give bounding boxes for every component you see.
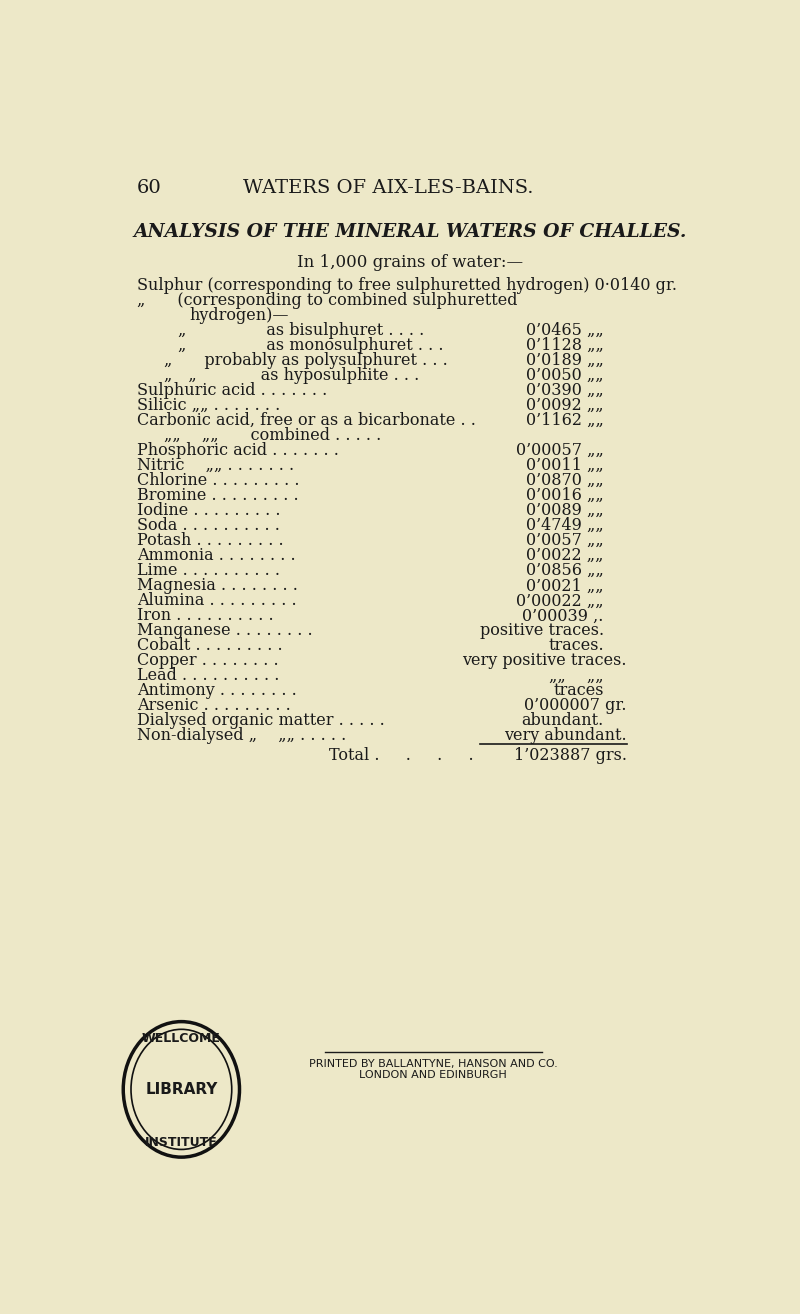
Text: Iodine . . . . . . . . .: Iodine . . . . . . . . .	[138, 502, 281, 519]
Text: positive traces.: positive traces.	[480, 623, 604, 640]
Text: Bromine . . . . . . . . .: Bromine . . . . . . . . .	[138, 487, 299, 505]
Text: Copper . . . . . . . .: Copper . . . . . . . .	[138, 653, 279, 669]
Text: INSTITUTE: INSTITUTE	[145, 1135, 218, 1148]
Text: Carbonic acid, free or as a bicarbonate . .: Carbonic acid, free or as a bicarbonate …	[138, 413, 476, 430]
Text: Chlorine . . . . . . . . .: Chlorine . . . . . . . . .	[138, 472, 300, 489]
Text: 0’0856 „„: 0’0856 „„	[526, 562, 604, 579]
Text: 0’0189 „„: 0’0189 „„	[526, 352, 604, 369]
Text: „  probably as polysulphuret . . .: „ probably as polysulphuret . . .	[163, 352, 447, 369]
Text: „„  „„  combined . . . . .: „„ „„ combined . . . . .	[163, 427, 381, 444]
Text: 0’0870 „„: 0’0870 „„	[526, 472, 604, 489]
Text: Soda . . . . . . . . . .: Soda . . . . . . . . . .	[138, 518, 280, 535]
Text: Potash . . . . . . . . .: Potash . . . . . . . . .	[138, 532, 284, 549]
Text: In 1,000 grains of water:—: In 1,000 grains of water:—	[297, 254, 523, 271]
Text: 0’0021 „„: 0’0021 „„	[526, 577, 604, 594]
Text: Lime . . . . . . . . . .: Lime . . . . . . . . . .	[138, 562, 280, 579]
Text: 0’0050 „„: 0’0050 „„	[526, 367, 604, 384]
Text: Iron . . . . . . . . . .: Iron . . . . . . . . . .	[138, 607, 274, 624]
Text: Ammonia . . . . . . . .: Ammonia . . . . . . . .	[138, 548, 296, 564]
Text: Cobalt . . . . . . . . .: Cobalt . . . . . . . . .	[138, 637, 283, 654]
Text: Non-dialysed „  „„ . . . . .: Non-dialysed „ „„ . . . . .	[138, 728, 346, 745]
Text: 0’0057 „„: 0’0057 „„	[526, 532, 604, 549]
Text: Manganese . . . . . . . .: Manganese . . . . . . . .	[138, 623, 313, 640]
Text: Sulphuric acid . . . . . . .: Sulphuric acid . . . . . . .	[138, 382, 327, 399]
Text: LONDON AND EDINBURGH: LONDON AND EDINBURGH	[359, 1070, 507, 1080]
Text: 0’00039 ,.: 0’00039 ,.	[522, 607, 604, 624]
Text: Silicic „„ . . . . . . .: Silicic „„ . . . . . . .	[138, 397, 281, 414]
Text: 0’000007 gr.: 0’000007 gr.	[525, 698, 627, 715]
Text: 0’0390 „„: 0’0390 „„	[526, 382, 604, 399]
Text: 0’0022 „„: 0’0022 „„	[526, 548, 604, 564]
Text: traces: traces	[554, 682, 604, 699]
Text: LIBRARY: LIBRARY	[145, 1081, 218, 1097]
Text: 0’1128 „„: 0’1128 „„	[526, 338, 604, 353]
Text: „     as monosulphuret . . .: „ as monosulphuret . . .	[178, 338, 443, 353]
Text: 0’00057 „„: 0’00057 „„	[516, 443, 604, 459]
Text: Antimony . . . . . . . .: Antimony . . . . . . . .	[138, 682, 297, 699]
Text: 0’4749 „„: 0’4749 „„	[526, 518, 604, 535]
Text: abundant.: abundant.	[522, 712, 604, 729]
Text: Dialysed organic matter . . . . .: Dialysed organic matter . . . . .	[138, 712, 385, 729]
Text: Magnesia . . . . . . . .: Magnesia . . . . . . . .	[138, 577, 298, 594]
Text: Phosphoric acid . . . . . . .: Phosphoric acid . . . . . . .	[138, 443, 339, 459]
Text: 0’0016 „„: 0’0016 „„	[526, 487, 604, 505]
Text: „„  „„: „„ „„	[549, 668, 604, 685]
Text: „     as bisulphuret . . . .: „ as bisulphuret . . . .	[178, 322, 424, 339]
Text: 0’0465 „„: 0’0465 „„	[526, 322, 604, 339]
Text: Sulphur (corresponding to free sulphuretted hydrogen) 0·0140 gr.: Sulphur (corresponding to free sulphuret…	[138, 277, 677, 294]
Text: traces.: traces.	[548, 637, 604, 654]
Text: ANALYSIS OF THE MINERAL WATERS OF CHALLES.: ANALYSIS OF THE MINERAL WATERS OF CHALLE…	[134, 223, 686, 242]
Text: 0’0089 „„: 0’0089 „„	[526, 502, 604, 519]
Text: „ „    as hyposulphite . . .: „ „ as hyposulphite . . .	[163, 367, 419, 384]
Text: Alumina . . . . . . . . .: Alumina . . . . . . . . .	[138, 593, 297, 610]
Text: 0’1162 „„: 0’1162 „„	[526, 413, 604, 430]
Text: 1’023887 grs.: 1’023887 grs.	[514, 748, 627, 765]
Text: „  (corresponding to combined sulphuretted: „ (corresponding to combined sulphurette…	[138, 292, 518, 309]
Text: 60: 60	[138, 179, 162, 197]
Text: WATERS OF AIX-LES-BAINS.: WATERS OF AIX-LES-BAINS.	[243, 179, 534, 197]
Text: 0’00022 „„: 0’00022 „„	[516, 593, 604, 610]
Text: 0’0092 „„: 0’0092 „„	[526, 397, 604, 414]
Text: PRINTED BY BALLANTYNE, HANSON AND CO.: PRINTED BY BALLANTYNE, HANSON AND CO.	[309, 1059, 558, 1068]
Text: Nitric  „„ . . . . . . .: Nitric „„ . . . . . . .	[138, 457, 294, 474]
Text: Arsenic . . . . . . . . .: Arsenic . . . . . . . . .	[138, 698, 291, 715]
Text: Lead . . . . . . . . . .: Lead . . . . . . . . . .	[138, 668, 279, 685]
Text: very abundant.: very abundant.	[504, 728, 627, 745]
Text: very positive traces.: very positive traces.	[462, 653, 627, 669]
Text: WELLCOME: WELLCOME	[142, 1033, 221, 1046]
Text: hydrogen)—: hydrogen)—	[189, 307, 289, 325]
Text: 0’0011 „„: 0’0011 „„	[526, 457, 604, 474]
Text: Total .   .   .   .: Total . . . .	[329, 748, 474, 765]
